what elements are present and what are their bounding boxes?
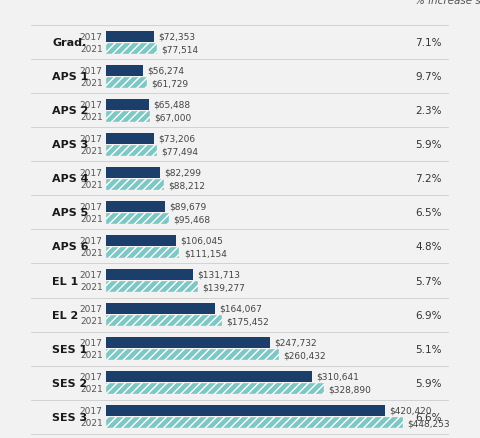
- Text: 2017: 2017: [80, 168, 103, 177]
- Text: EL 2: EL 2: [52, 310, 78, 320]
- Text: $448,253: $448,253: [408, 418, 450, 427]
- Text: 6.6%: 6.6%: [415, 412, 442, 422]
- Text: 2021: 2021: [80, 215, 103, 224]
- Bar: [106, 248, 180, 258]
- Text: $77,494: $77,494: [161, 147, 199, 156]
- Text: APS 6: APS 6: [52, 242, 88, 252]
- Text: $328,890: $328,890: [328, 385, 372, 393]
- Text: $175,452: $175,452: [227, 317, 269, 325]
- Text: SES 2: SES 2: [52, 378, 87, 388]
- Text: 2021: 2021: [80, 113, 103, 122]
- Text: $247,732: $247,732: [275, 338, 317, 347]
- Bar: [106, 269, 193, 280]
- Bar: [106, 384, 324, 394]
- Text: 7.2%: 7.2%: [415, 174, 442, 184]
- Bar: [106, 201, 165, 212]
- Text: APS 5: APS 5: [52, 208, 88, 218]
- Bar: [106, 337, 270, 348]
- Text: SES 3: SES 3: [52, 412, 87, 422]
- Text: $73,206: $73,206: [159, 134, 196, 143]
- Bar: [106, 417, 403, 428]
- Text: SES 1: SES 1: [52, 344, 87, 354]
- Text: 2017: 2017: [80, 236, 103, 245]
- Text: APS 1: APS 1: [52, 72, 88, 82]
- Text: Grad.: Grad.: [52, 38, 86, 48]
- Text: 5.9%: 5.9%: [415, 140, 442, 150]
- Text: 2021: 2021: [80, 249, 103, 258]
- Bar: [106, 44, 157, 55]
- Bar: [106, 303, 215, 314]
- Bar: [106, 146, 157, 157]
- Bar: [106, 112, 150, 123]
- Text: $310,641: $310,641: [316, 372, 359, 381]
- Text: 2017: 2017: [80, 304, 103, 313]
- Text: 5.1%: 5.1%: [415, 344, 442, 354]
- Text: $61,729: $61,729: [151, 79, 188, 88]
- Text: 2.3%: 2.3%: [415, 106, 442, 116]
- Text: $72,353: $72,353: [158, 32, 195, 42]
- Text: APS 3: APS 3: [52, 140, 88, 150]
- Text: 2021: 2021: [80, 147, 103, 156]
- Text: $111,154: $111,154: [184, 249, 227, 258]
- Bar: [106, 214, 169, 225]
- Text: $88,212: $88,212: [168, 181, 205, 190]
- Bar: [106, 282, 198, 293]
- Text: 2021: 2021: [80, 181, 103, 190]
- Bar: [106, 235, 176, 246]
- Text: 2017: 2017: [80, 134, 103, 143]
- Text: $77,514: $77,514: [162, 45, 199, 54]
- Text: $56,274: $56,274: [147, 67, 184, 75]
- Bar: [106, 134, 154, 144]
- Bar: [106, 78, 146, 89]
- Text: 2017: 2017: [80, 100, 103, 110]
- Text: 5.7%: 5.7%: [415, 276, 442, 286]
- Text: $106,045: $106,045: [180, 236, 223, 245]
- Bar: [106, 32, 154, 42]
- Text: $95,468: $95,468: [173, 215, 211, 224]
- Text: $131,713: $131,713: [197, 270, 240, 279]
- Text: EL 1: EL 1: [52, 276, 78, 286]
- Text: 6.5%: 6.5%: [415, 208, 442, 218]
- Bar: [106, 167, 160, 178]
- Text: 9.7%: 9.7%: [415, 72, 442, 82]
- Text: $260,432: $260,432: [283, 350, 325, 360]
- Text: 5.9%: 5.9%: [415, 378, 442, 388]
- Text: 2017: 2017: [80, 406, 103, 415]
- Bar: [106, 180, 164, 191]
- Text: 2017: 2017: [80, 202, 103, 211]
- Text: % increase since 2017: % increase since 2017: [415, 0, 480, 6]
- Text: 2021: 2021: [80, 350, 103, 360]
- Text: APS 2: APS 2: [52, 106, 88, 116]
- Bar: [106, 66, 143, 76]
- Text: $139,277: $139,277: [203, 283, 245, 292]
- Text: 6.9%: 6.9%: [415, 310, 442, 320]
- Text: 2021: 2021: [80, 283, 103, 292]
- Text: $82,299: $82,299: [165, 168, 202, 177]
- Text: 7.1%: 7.1%: [415, 38, 442, 48]
- Bar: [106, 99, 149, 110]
- Text: $89,679: $89,679: [169, 202, 207, 211]
- Text: 2017: 2017: [80, 270, 103, 279]
- Text: 2017: 2017: [80, 372, 103, 381]
- Bar: [106, 350, 278, 360]
- Text: 2021: 2021: [80, 418, 103, 427]
- Text: $67,000: $67,000: [155, 113, 192, 122]
- Text: 2017: 2017: [80, 32, 103, 42]
- Text: APS 4: APS 4: [52, 174, 88, 184]
- Text: $65,488: $65,488: [154, 100, 191, 110]
- Bar: [106, 316, 222, 326]
- Bar: [106, 371, 312, 382]
- Text: 2021: 2021: [80, 385, 103, 393]
- Text: 2021: 2021: [80, 317, 103, 325]
- Bar: [106, 405, 385, 416]
- Text: 2017: 2017: [80, 67, 103, 75]
- Text: $164,067: $164,067: [219, 304, 262, 313]
- Text: 2021: 2021: [80, 79, 103, 88]
- Text: 2021: 2021: [80, 45, 103, 54]
- Text: 4.8%: 4.8%: [415, 242, 442, 252]
- Text: $420,420: $420,420: [389, 406, 432, 415]
- Text: 2017: 2017: [80, 338, 103, 347]
